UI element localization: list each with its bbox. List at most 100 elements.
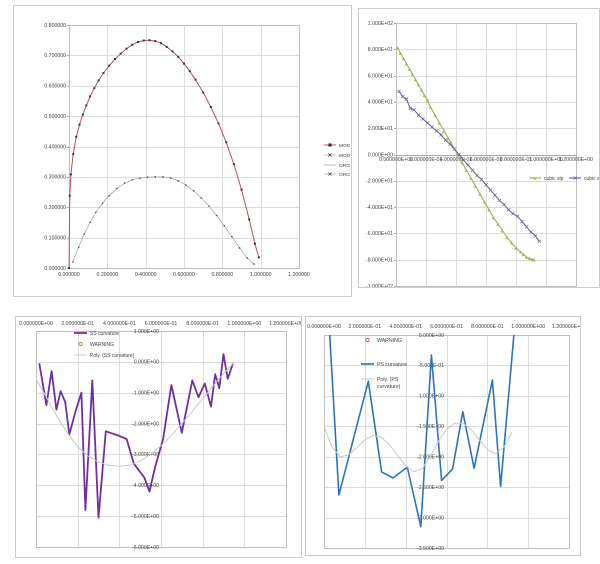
x-tick-label: 0.000000E+00 — [307, 324, 341, 330]
marker-square — [209, 106, 212, 109]
marker-x — [529, 230, 533, 234]
x-tick-label: 0.000000 — [58, 272, 80, 278]
series-line-cubic slp — [396, 47, 534, 261]
y-tick-label: 1.000E+02 — [368, 21, 393, 27]
marker-x — [434, 128, 439, 133]
marker-circle — [365, 337, 370, 342]
marker-x — [537, 239, 542, 244]
marker-square — [72, 153, 75, 156]
marker-x — [475, 173, 479, 178]
marker-square — [202, 91, 205, 94]
marker-square — [154, 40, 157, 43]
marker-x — [452, 147, 457, 152]
marker-x — [408, 106, 413, 111]
legend-entry: MOD — [324, 153, 351, 159]
marker-x — [493, 193, 497, 198]
marker-square — [131, 43, 134, 46]
marker-square — [68, 267, 70, 269]
marker-triangle — [505, 235, 509, 240]
y-tick-label: -8.000E+01 — [366, 258, 393, 264]
series-markers-cubic slp — [395, 46, 536, 262]
chart-bottom-left-ss-curvature: 0.000000E+00 2.000000E-01 4.000000E-01 6.00… — [15, 316, 302, 558]
x-tick-label: 0.200000 — [97, 272, 119, 278]
marker-x — [515, 214, 520, 219]
marker-x — [479, 177, 484, 182]
marker-dot — [192, 190, 195, 192]
y-tick-label: -4.000E+00 — [132, 483, 159, 489]
chart-svg: 0.000000E+002.000000E-014.000000E-016.00… — [366, 21, 599, 288]
y-tick-label: 6.000E+01 — [368, 73, 393, 79]
marker-dot — [146, 176, 149, 178]
marker-square — [257, 256, 260, 259]
x-tick-label: 6.000000E-01 — [430, 324, 463, 330]
marker-square — [69, 173, 72, 176]
gridlines — [324, 335, 570, 549]
marker-square — [253, 242, 256, 245]
marker-square — [177, 55, 180, 58]
y-tick-label: -3.000E+00 — [132, 452, 159, 458]
marker-triangle — [464, 168, 469, 172]
y-tick-label: 0.000E+00 — [419, 333, 444, 339]
legend-entry: ORG — [324, 163, 350, 169]
y-tick-label: -1.500E+00 — [417, 424, 444, 430]
marker-square — [183, 62, 185, 65]
marker-dot — [139, 177, 141, 179]
marker-triangle — [524, 255, 529, 259]
marker-dot — [238, 247, 241, 249]
legend-label: WARNING — [377, 338, 402, 344]
y-tick-label: 0.700000 — [44, 53, 66, 59]
legend-label: MOD — [339, 153, 351, 159]
marker-x — [416, 113, 421, 117]
legend-label: ORG — [339, 163, 350, 169]
marker-dot — [162, 176, 164, 178]
marker-triangle — [425, 98, 430, 103]
y-tick-label: -6.000E+01 — [366, 231, 393, 237]
marker-triangle — [514, 246, 518, 250]
y-tick-label: -3.000E+00 — [417, 515, 444, 521]
gridlines — [396, 23, 577, 287]
marker-dot — [200, 197, 202, 199]
y-tick-label: 0.500000 — [44, 114, 66, 120]
marker-x — [400, 94, 405, 99]
marker-square — [75, 135, 78, 138]
marker-x — [430, 125, 434, 129]
marker-x — [328, 153, 332, 157]
y-tick-label: -1.000E+00 — [132, 391, 159, 397]
plot-border — [324, 335, 570, 549]
marker-dot — [169, 177, 172, 179]
y-tick-label: 0.000E+00 — [134, 360, 159, 366]
marker-dot — [123, 182, 126, 184]
marker-square — [81, 113, 84, 116]
marker-x — [412, 107, 416, 112]
marker-triangle — [428, 105, 433, 109]
series-line-PS curvature — [328, 334, 515, 528]
y-tick-label: 0.000E+00 — [368, 152, 393, 158]
x-tick-label: 4.000000E-01 — [103, 321, 136, 327]
marker-triangle — [422, 93, 427, 98]
marker-dot — [215, 214, 218, 217]
marker-triangle — [404, 62, 409, 66]
marker-x — [328, 172, 332, 176]
marker-triangle — [496, 222, 500, 226]
marker-x — [466, 163, 470, 167]
marker-dot — [95, 211, 97, 214]
marker-triangle — [487, 208, 491, 212]
x-tick-label: 8.000000E-01 — [186, 321, 219, 327]
x-tick-label: 1.000000 — [250, 272, 272, 278]
marker-triangle — [437, 121, 442, 125]
y-tick-label: 0.200000 — [44, 205, 66, 211]
y-tick-label: 0.300000 — [44, 175, 66, 181]
marker-dot — [108, 195, 110, 197]
marker-square — [78, 123, 81, 126]
legend-entry: SS curvature — [74, 331, 119, 337]
marker-triangle — [500, 229, 505, 233]
gridlines — [36, 331, 287, 548]
legend-label: MOD — [339, 143, 351, 149]
marker-triangle — [401, 56, 406, 61]
marker-x — [421, 117, 425, 121]
marker-square — [160, 42, 162, 45]
y-tick-label: -1.000E+02 — [366, 284, 393, 288]
marker-dot — [185, 184, 187, 186]
